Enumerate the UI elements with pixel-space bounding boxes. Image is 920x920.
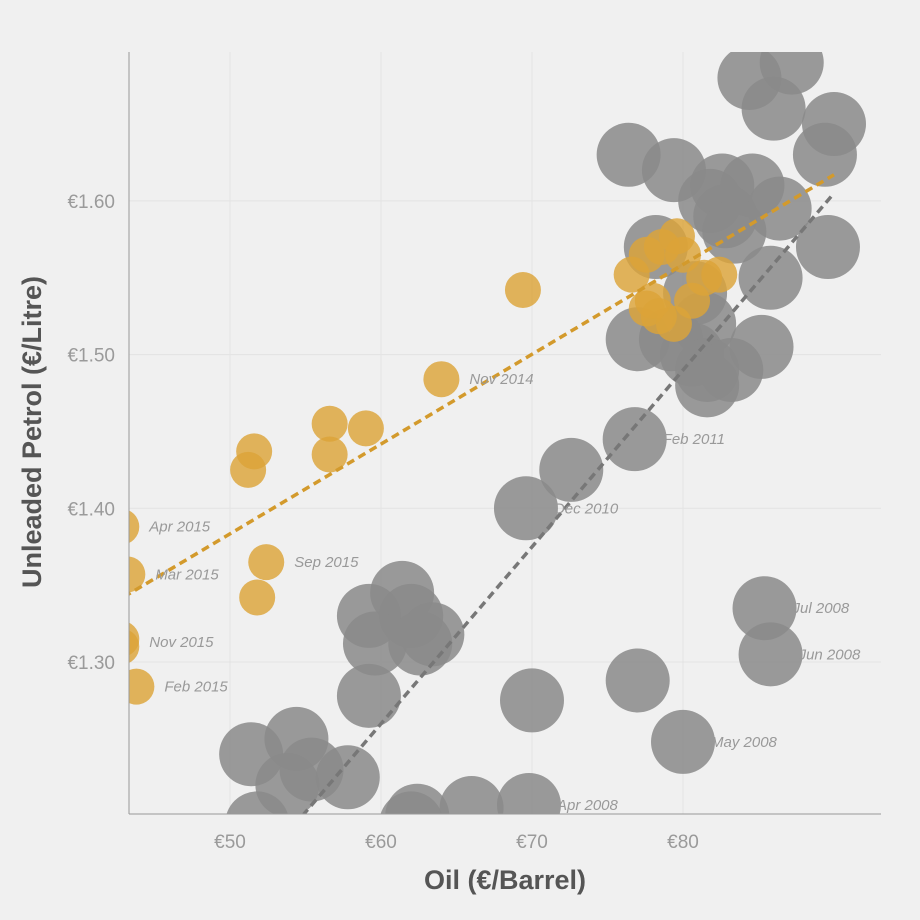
y-tick-label: €1.40: [67, 499, 115, 520]
recent-point[interactable]: [347, 410, 384, 447]
past-point[interactable]: [759, 31, 824, 95]
recent-trend: [129, 173, 835, 596]
recent-point[interactable]: [423, 361, 460, 398]
point-annotation: May 2008: [711, 734, 778, 751]
recent-point[interactable]: [103, 509, 140, 545]
x-tick-label: €50: [214, 832, 246, 853]
recent-point[interactable]: [311, 405, 348, 442]
point-annotation: Apr 2015: [148, 519, 211, 536]
point-annotation: Jun 2008: [798, 646, 861, 663]
x-tick-label: €60: [365, 832, 397, 853]
recent-point[interactable]: [504, 272, 541, 309]
recent-trend-line: [129, 173, 835, 596]
point-annotation: Dec 2010: [554, 500, 619, 517]
recent-point[interactable]: [701, 256, 738, 293]
y-tick-label: €1.60: [67, 192, 115, 213]
recent-point[interactable]: [239, 579, 276, 616]
point-annotation: Feb 2011: [663, 431, 725, 448]
past-point[interactable]: [315, 745, 380, 810]
past-point[interactable]: [795, 215, 860, 280]
past-point[interactable]: [605, 648, 670, 713]
axes: €50 €60 €70 €80 €1.30 €1.40 €1.50 €1.60: [67, 52, 881, 853]
point-annotation: Sep 2015: [294, 554, 359, 571]
past-point[interactable]: [539, 437, 604, 502]
past-point[interactable]: [729, 314, 794, 379]
y-tick-label: €1.50: [67, 346, 115, 367]
past-point[interactable]: [336, 663, 401, 728]
past-trend: [301, 192, 836, 814]
point-annotation: Mar 2015: [155, 566, 219, 583]
past-point[interactable]: [439, 776, 504, 840]
recent-point[interactable]: [109, 556, 146, 593]
recent-point[interactable]: [311, 436, 348, 473]
past-point[interactable]: [385, 783, 450, 848]
recent-point[interactable]: [248, 544, 285, 581]
past-trend-line: [301, 192, 836, 814]
point-annotation: Jul 2008: [792, 600, 850, 617]
point-annotation: Apr 2008: [556, 797, 619, 814]
past-point[interactable]: [602, 407, 667, 472]
past-point[interactable]: [496, 772, 561, 837]
plot-area: [103, 31, 866, 855]
past-point[interactable]: [493, 476, 558, 541]
past-point[interactable]: [388, 611, 453, 676]
point-annotation: Nov 2014: [469, 371, 533, 388]
past-point[interactable]: [651, 709, 715, 774]
past-point[interactable]: [342, 611, 407, 676]
recent-point[interactable]: [103, 629, 140, 665]
annotations: Nov 2014 Feb 2011 Dec 2010 Apr 2015 Sep 2015…: [148, 371, 861, 814]
y-tick-label: €1.30: [67, 653, 115, 674]
recent-point[interactable]: [674, 282, 711, 319]
past-point[interactable]: [792, 122, 857, 187]
past-point[interactable]: [738, 622, 803, 687]
past-point[interactable]: [675, 353, 740, 418]
recent-series: [103, 218, 738, 705]
point-annotation: Feb 2015: [164, 679, 228, 696]
x-tick-label: €80: [667, 832, 699, 853]
x-axis-title: Oil (€/Barrel): [424, 865, 586, 895]
past-point[interactable]: [225, 791, 289, 855]
past-point[interactable]: [702, 199, 767, 264]
past-point[interactable]: [500, 668, 564, 733]
past-point[interactable]: [738, 245, 803, 310]
recent-point[interactable]: [665, 236, 701, 273]
point-annotation: Nov 2015: [149, 634, 214, 651]
y-axis-title: Unleaded Petrol (€/Litre): [17, 276, 47, 588]
x-tick-label: €70: [516, 832, 548, 853]
recent-point[interactable]: [118, 668, 155, 705]
recent-point[interactable]: [634, 282, 671, 319]
recent-point[interactable]: [230, 451, 267, 488]
